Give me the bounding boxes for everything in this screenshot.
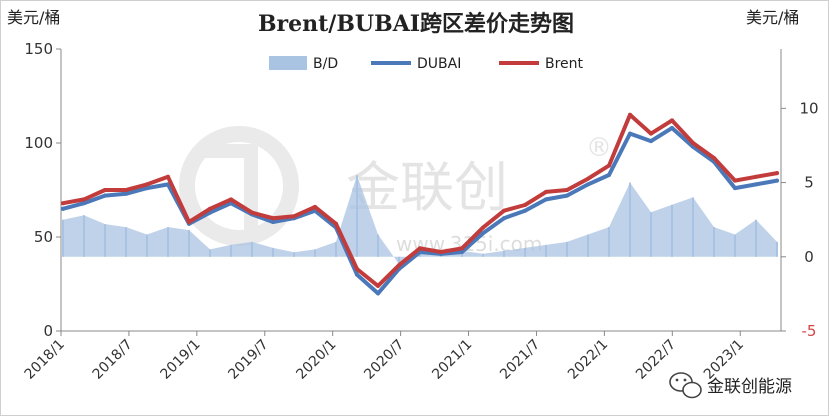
brent-line-point — [61, 201, 65, 206]
brent-line-point — [145, 182, 149, 187]
dubai-line-point — [523, 208, 527, 213]
brent-line-point — [565, 188, 569, 192]
brent-line-point — [355, 267, 359, 271]
brent-line-point — [313, 204, 317, 209]
watermark-logo-icon — [179, 126, 299, 246]
brent-line-point — [502, 208, 506, 213]
brent-line-point — [754, 174, 758, 179]
dubai-line-point — [271, 220, 275, 224]
x-tick-label: 2019/7 — [225, 337, 271, 383]
brent-line-point — [628, 112, 632, 117]
chart-title: Brent/BUBAI跨区差价走势图 — [258, 11, 574, 37]
dubai-line-point — [481, 231, 485, 236]
x-tick-label: 2020/7 — [361, 337, 407, 383]
brent-line-point — [292, 214, 296, 219]
brent-line-point — [376, 283, 380, 288]
legend-swatch-bd — [269, 56, 307, 70]
brent-line-point — [481, 225, 485, 230]
dubai-line-point — [607, 173, 611, 177]
dubai-line-point — [460, 250, 464, 254]
brent-line-point — [712, 156, 716, 160]
dubai-line-point — [670, 126, 674, 130]
brent-line-point — [103, 188, 107, 192]
y-tick-right-label: 5 — [804, 174, 814, 192]
dubai-line-point — [355, 272, 359, 277]
dubai-line-point — [754, 182, 758, 187]
brent-line-point — [82, 197, 86, 202]
y-tick-left-label: 0 — [43, 322, 53, 340]
brent-line-point — [166, 174, 170, 179]
y-axis-label-left: 美元/桶 — [7, 8, 60, 27]
brent-line-point — [775, 171, 779, 176]
bd-area — [63, 175, 777, 265]
watermark-registered-mark: ® — [586, 133, 612, 163]
brent-line-point — [229, 197, 233, 202]
dubai-line-point — [124, 191, 128, 196]
legend-label-brent: Brent — [545, 56, 584, 72]
footer-text: 金联创能源 — [707, 377, 792, 397]
brent-line-point — [586, 176, 590, 181]
brent-line-point — [124, 188, 128, 192]
brent-line-point — [439, 250, 443, 254]
x-tick-label: 2023/1 — [701, 337, 747, 383]
dubai-line-point — [544, 197, 548, 202]
dubai-line-point — [565, 193, 569, 198]
brent-line-point — [334, 221, 338, 226]
watermark: 金联创 ® www.315i.com — [179, 126, 612, 256]
brent-line-point — [649, 131, 653, 136]
brent-line-point — [208, 206, 212, 211]
x-tick-label: 2021/7 — [497, 337, 543, 383]
dubai-line-point — [61, 206, 65, 211]
y-tick-right-label: -5 — [802, 322, 817, 340]
brent-line-point — [187, 220, 191, 224]
x-tick-label: 2021/1 — [429, 337, 475, 383]
x-tick-label: 2022/1 — [565, 337, 611, 383]
x-tick-label: 2019/1 — [158, 337, 204, 383]
series-bd — [62, 175, 778, 265]
dubai-line-point — [82, 201, 86, 206]
x-tick-label: 2018/1 — [22, 337, 68, 383]
dubai-line-point — [502, 216, 506, 221]
legend-label-dubai: DUBAI — [417, 56, 461, 72]
dubai-line-point — [376, 291, 380, 296]
brent-line-point — [544, 189, 548, 194]
wechat-icon — [669, 372, 702, 399]
dubai-line-point — [775, 178, 779, 183]
brent-line-point — [670, 118, 674, 123]
brent-line-point — [691, 141, 695, 145]
y-axis-label-right: 美元/桶 — [746, 8, 799, 27]
legend-label-bd: B/D — [313, 56, 338, 72]
brent-line-point — [607, 163, 611, 168]
brent-line-point — [250, 210, 254, 215]
footer: 金联创能源 — [669, 372, 792, 399]
x-tick-label: 2020/1 — [293, 337, 339, 383]
dubai-line-point — [649, 139, 653, 144]
y-tick-right-label: 0 — [804, 248, 814, 266]
y-tick-right-label: 10 — [799, 99, 818, 117]
brent-line-point — [460, 246, 464, 251]
brent-line-point — [397, 263, 401, 268]
x-tick-label: 2018/7 — [90, 337, 136, 383]
y-tick-left-label: 50 — [34, 228, 53, 246]
legend: B/D DUBAI Brent — [269, 56, 584, 72]
brent-line-point — [733, 178, 737, 183]
dubai-line-point — [586, 182, 590, 187]
y-tick-left-label: 150 — [24, 40, 53, 58]
dubai-line-point — [628, 131, 632, 136]
dubai-line-point — [733, 186, 737, 191]
series-lines — [61, 112, 779, 296]
dubai-line-point — [145, 186, 149, 191]
brent-line-point — [523, 203, 527, 207]
brent-line-point — [418, 246, 422, 251]
y-tick-left-label: 100 — [24, 134, 53, 152]
watermark-name: 金联创 — [346, 156, 508, 219]
dubai-line-point — [103, 193, 107, 198]
brent-line-point — [271, 216, 275, 221]
